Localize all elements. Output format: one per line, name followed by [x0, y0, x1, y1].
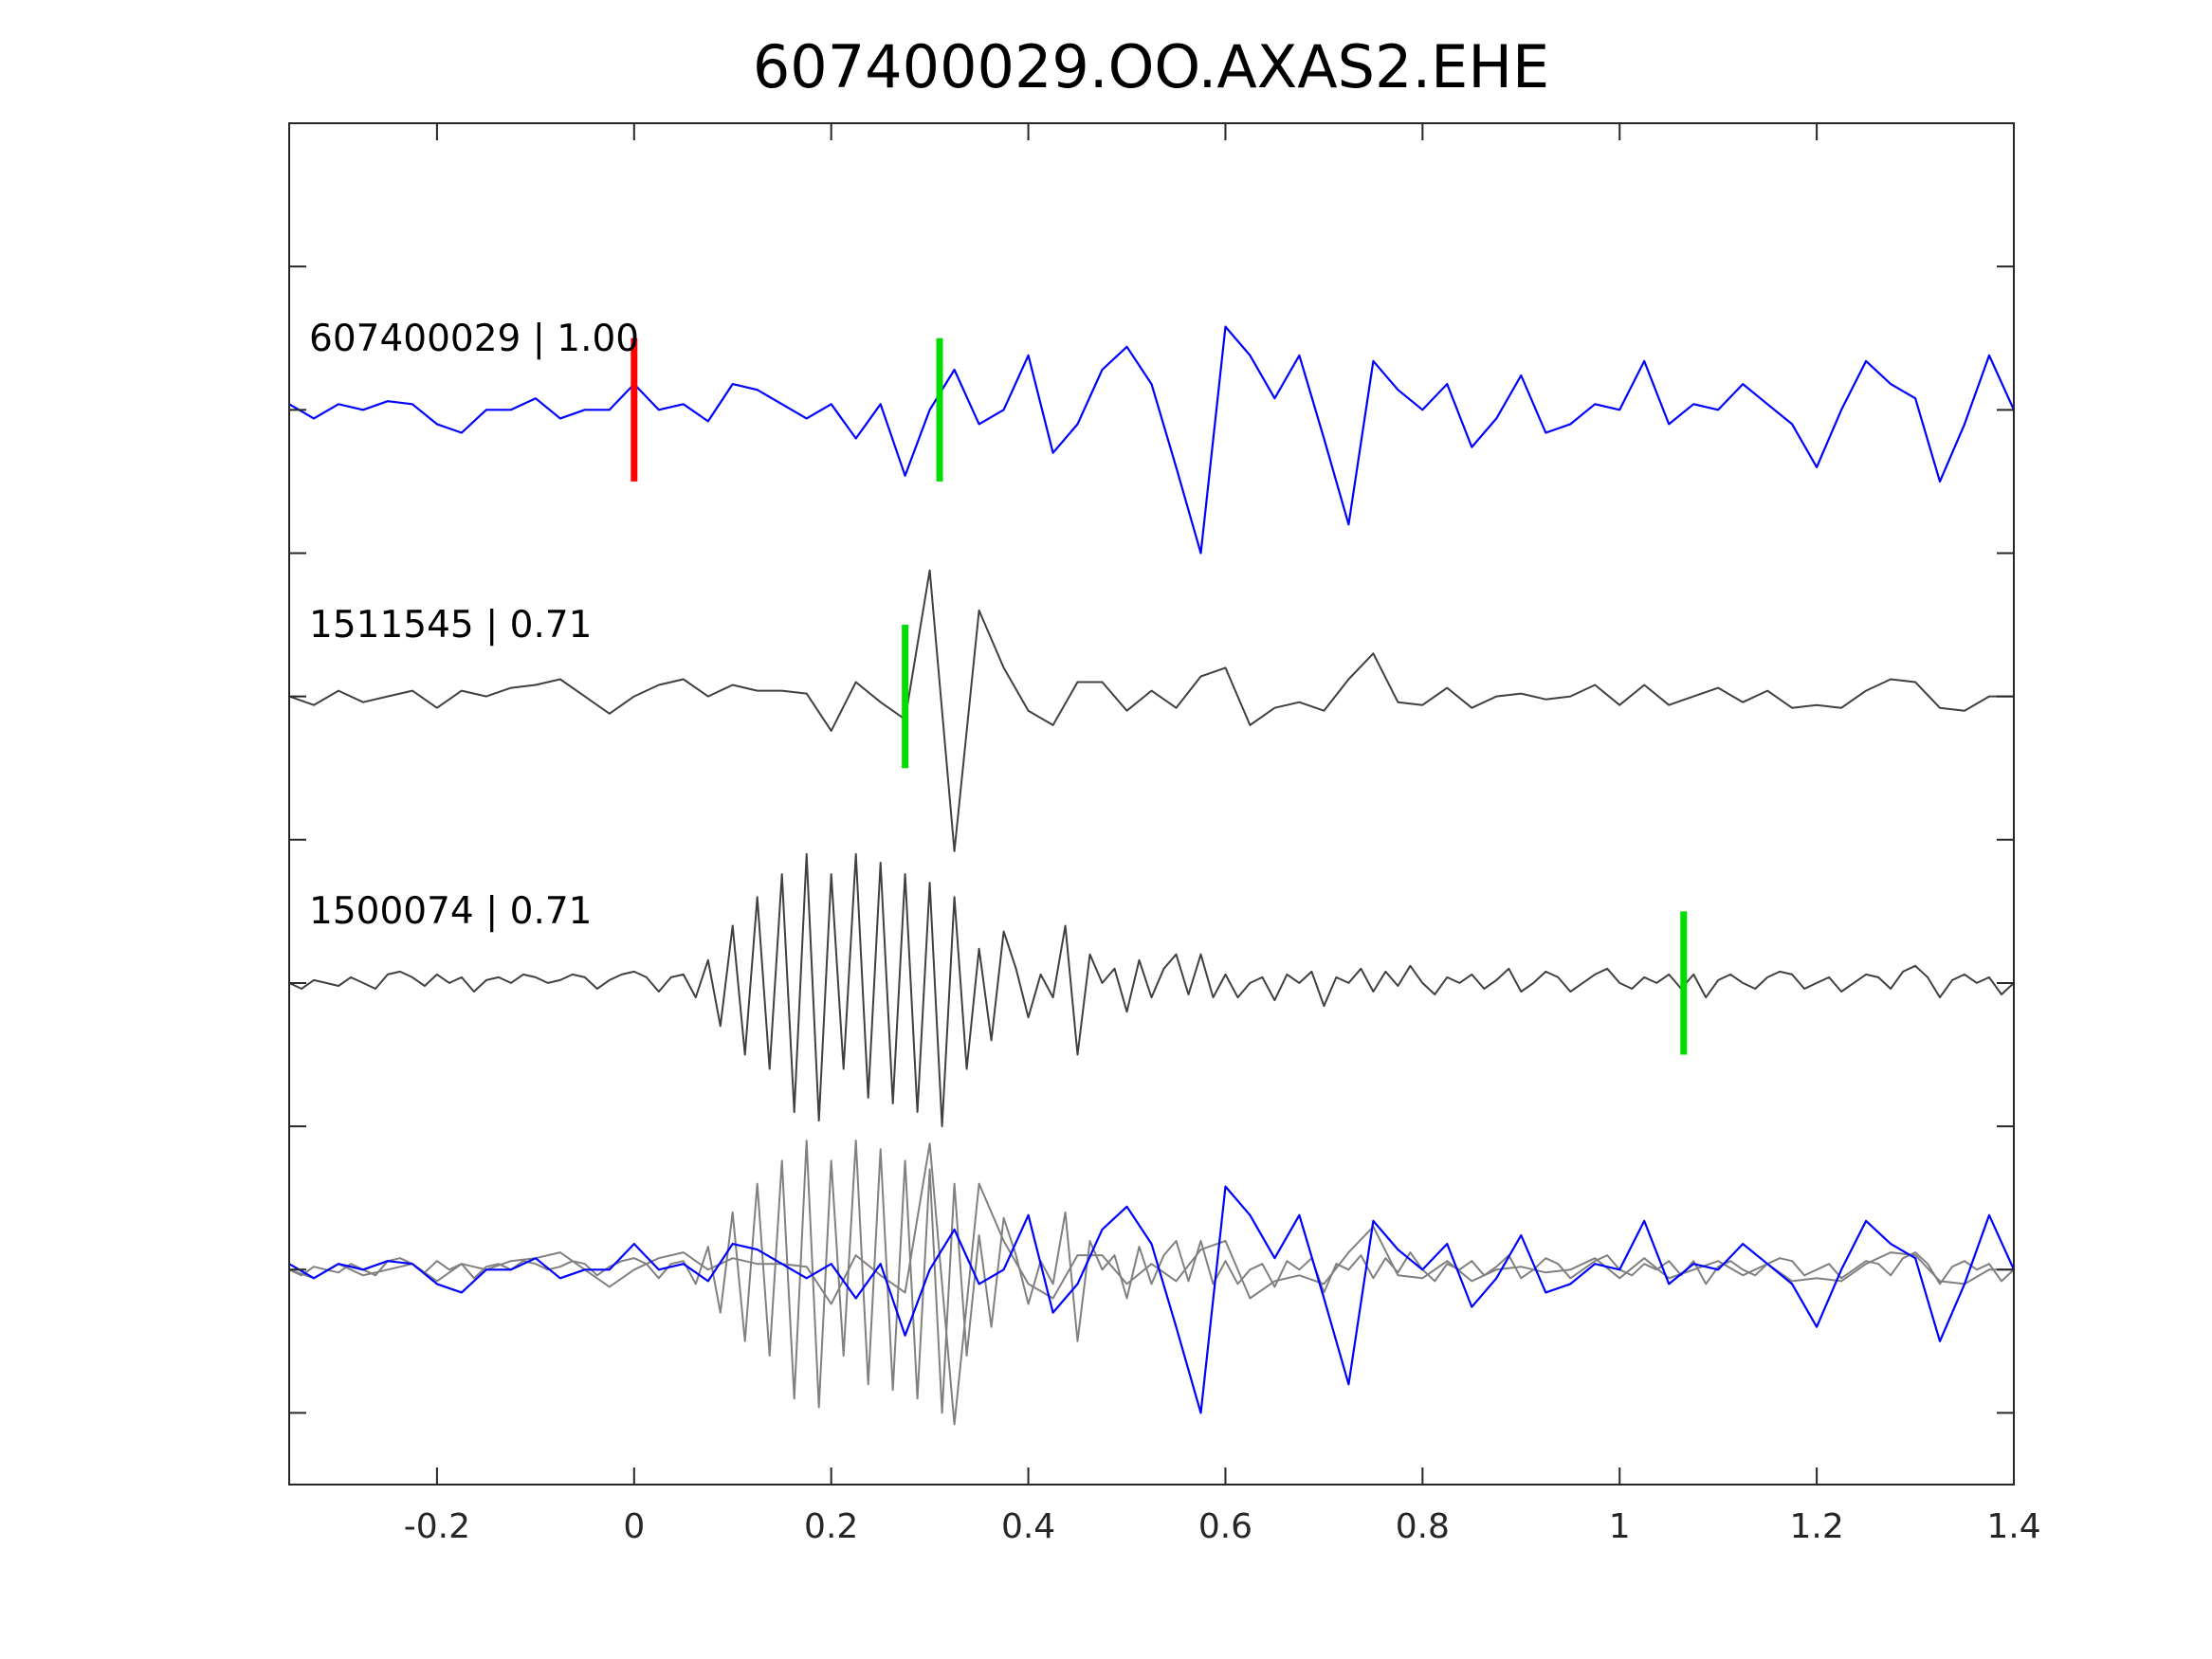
trace-label-2: 1511545 | 0.71 [309, 604, 592, 647]
axes [288, 122, 2015, 1486]
trace-1511545 [288, 569, 2014, 852]
x-tick-label: 0.2 [804, 1507, 858, 1546]
x-tick-label: 1 [1609, 1507, 1631, 1546]
trace-label-3: 1500074 | 0.71 [309, 890, 592, 933]
picks-group [631, 337, 1688, 1055]
plot-frame [288, 122, 2015, 1486]
x-tick-label: 0 [623, 1507, 645, 1546]
traces-group [288, 325, 2016, 1426]
x-tick-label: 0.4 [1001, 1507, 1055, 1546]
overlay-trace-1500074 [288, 1139, 2015, 1414]
x-tick-label: 1.4 [1986, 1507, 2040, 1546]
chart-title: 607400029.OO.AXAS2.EHE [753, 32, 1549, 101]
trace-1500074 [288, 852, 2015, 1128]
trace-label-1: 607400029 | 1.00 [309, 318, 639, 360]
x-tick-label: 0.6 [1198, 1507, 1252, 1546]
x-tick-label: -0.2 [404, 1507, 470, 1546]
overlay-trace-1511545 [288, 1142, 2014, 1426]
x-tick-label: 0.8 [1396, 1507, 1450, 1546]
trace-607400029 [288, 325, 2016, 555]
x-tick-label: 1.2 [1789, 1507, 1843, 1546]
overlay-trace-607400029 [288, 1185, 2016, 1414]
trace-labels: 607400029 | 1.00 1511545 | 0.71 1500074 … [309, 318, 639, 933]
x-tick-labels: -0.2 0 0.2 0.4 0.6 0.8 1 1.2 1.4 [404, 1507, 2041, 1546]
